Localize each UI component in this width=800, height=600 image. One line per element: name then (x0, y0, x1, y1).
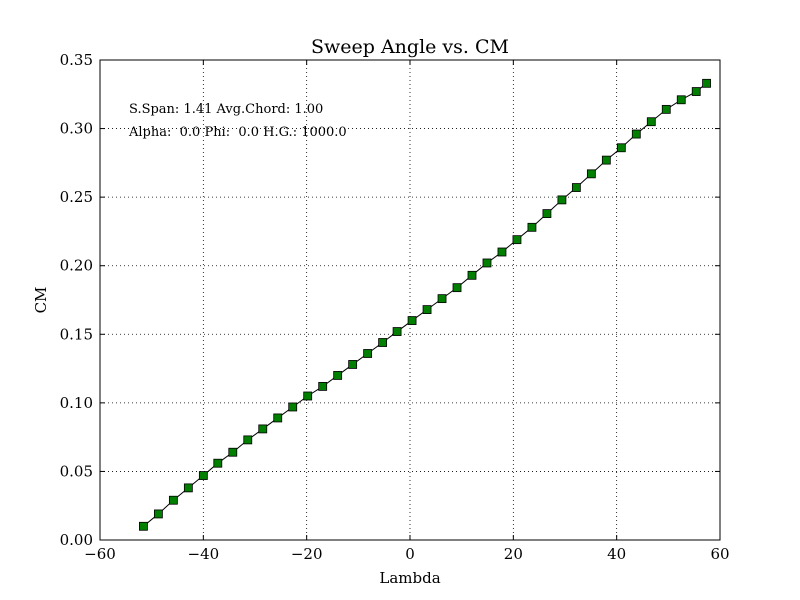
data-point (198, 471, 208, 480)
x-tick-label: 60 (710, 545, 729, 563)
data-point (437, 294, 447, 304)
annotation-alpha-phi: Alpha: 0.0 Phi: 0.0 H.G.: 1000.0 (128, 125, 347, 140)
x-tick-label: −40 (188, 545, 220, 563)
grid (100, 60, 720, 540)
data-point (228, 447, 238, 457)
y-tick-label: 0.35 (60, 51, 93, 69)
data-point (497, 247, 507, 257)
data-point (616, 143, 626, 153)
data-point (512, 235, 522, 245)
data-point (467, 270, 477, 280)
x-tick-label: 0 (405, 545, 415, 563)
data-point (691, 87, 701, 96)
x-tick-label: −60 (84, 545, 116, 563)
data-point (482, 258, 492, 268)
data-point (273, 413, 283, 423)
ticks: −60 −40 −20 0 20 40 60 0.00 0.05 0.10 0.15 0.20 0.25… (60, 51, 730, 563)
chart-title: Sweep Angle vs. CM (311, 36, 509, 58)
data-point (407, 316, 417, 325)
data-point (586, 169, 596, 179)
data-point (363, 349, 373, 358)
data-point (288, 402, 298, 412)
data-point (378, 338, 388, 347)
data-point (542, 209, 552, 219)
data-point (646, 117, 656, 127)
y-tick-label: 0.30 (60, 120, 93, 138)
data-point (168, 495, 178, 505)
data-point (702, 78, 711, 88)
y-tick-label: 0.15 (60, 325, 93, 343)
data-point (303, 391, 313, 401)
x-tick-label: −20 (291, 545, 323, 563)
y-tick-label: 0.05 (60, 462, 93, 480)
data-point (452, 283, 462, 293)
series-layer (138, 78, 711, 531)
data-point (348, 360, 358, 369)
y-tick-label: 0.10 (60, 394, 93, 412)
data-point (213, 458, 223, 468)
data-point (258, 424, 268, 434)
data-point (392, 327, 402, 336)
y-tick-label: 0.20 (60, 257, 93, 275)
annotation-span-chord: S.Span: 1.41 Avg.Chord: 1.00 (129, 102, 323, 117)
data-point (661, 104, 671, 114)
data-point (183, 483, 193, 493)
y-tick-label: 0.25 (60, 188, 93, 206)
data-point (318, 381, 328, 391)
data-point (601, 155, 611, 165)
data-point (333, 371, 343, 380)
y-tick-label: 0.00 (60, 531, 93, 549)
data-point (153, 509, 163, 519)
data-point (243, 435, 253, 445)
data-point (676, 95, 686, 105)
data-point (631, 129, 641, 139)
data-point (527, 222, 537, 232)
x-axis-label: Lambda (379, 569, 440, 587)
y-axis-label: CM (32, 287, 50, 314)
x-tick-label: 20 (504, 545, 523, 563)
data-point (138, 521, 148, 531)
data-point (557, 195, 567, 205)
data-point (571, 183, 581, 192)
data-point (422, 305, 432, 315)
x-tick-label: 40 (607, 545, 626, 563)
